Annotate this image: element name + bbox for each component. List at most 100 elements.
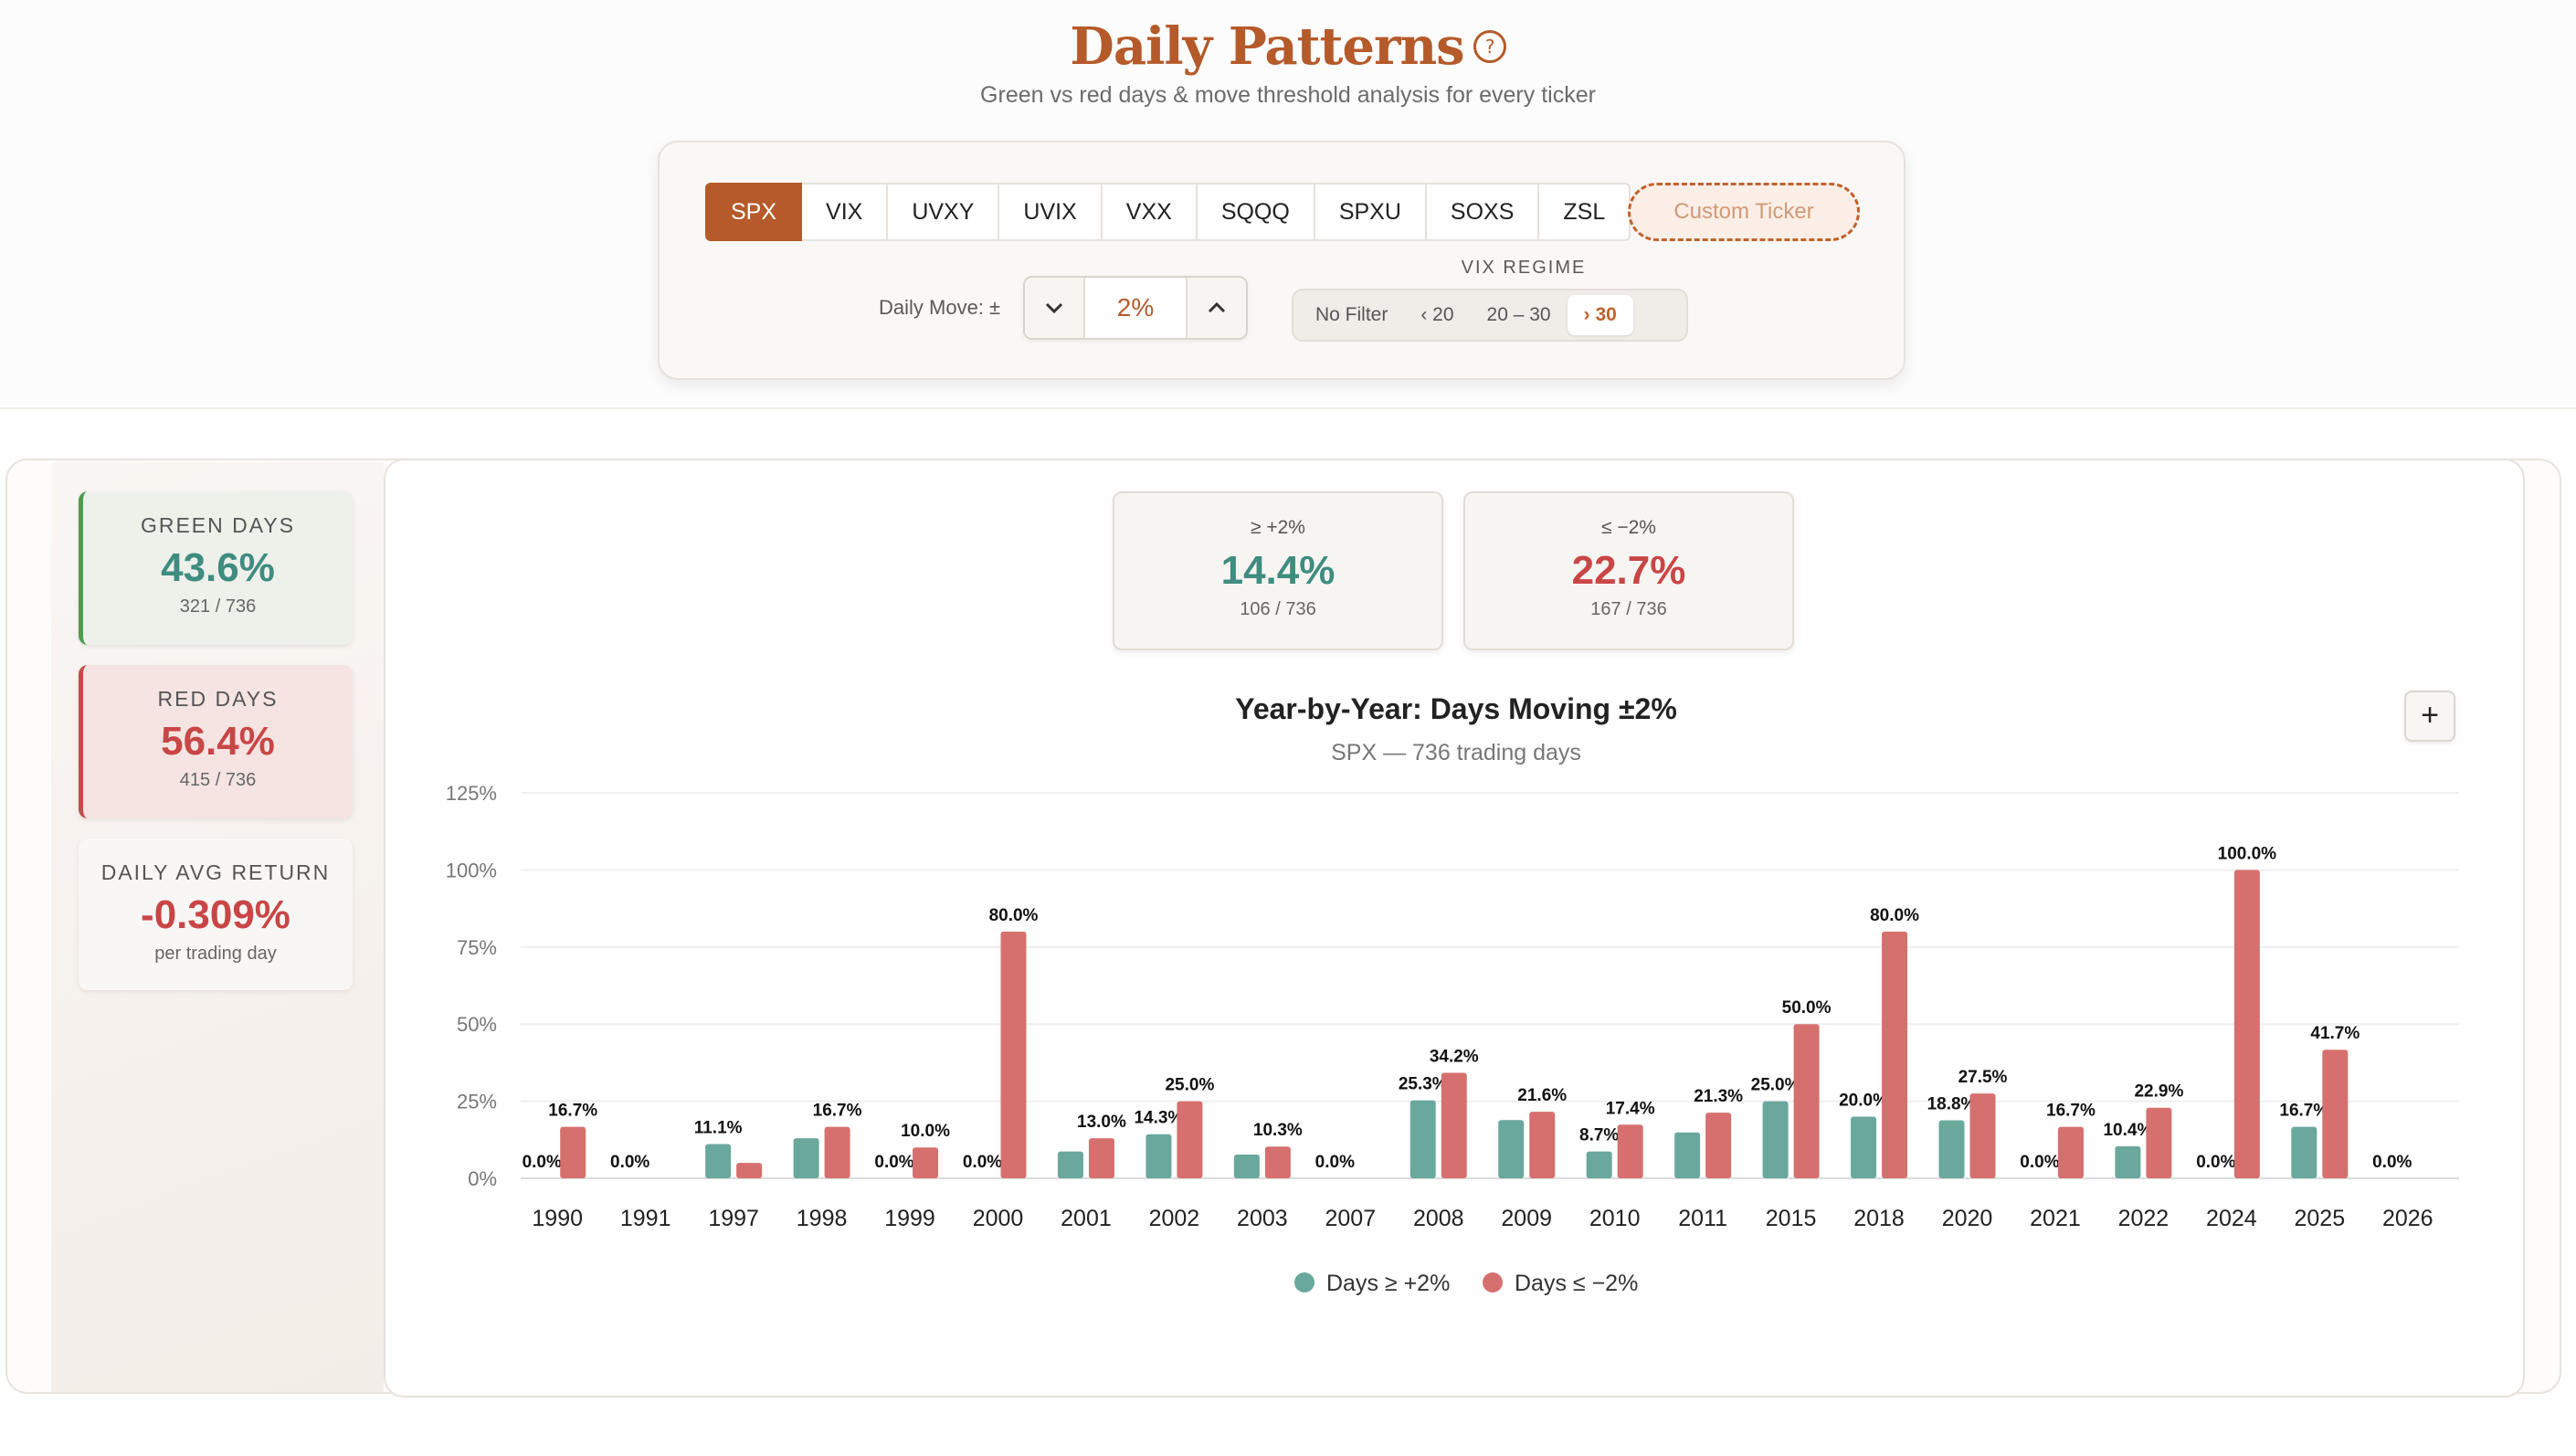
data-label: 16.7% [2046, 1102, 2096, 1121]
ticker-uvix[interactable]: UVIX [999, 183, 1103, 241]
down-threshold-label: ≤ −2% [1601, 517, 1656, 538]
ticker-zsl[interactable]: ZSL [1539, 183, 1631, 241]
bar-up [793, 1138, 819, 1178]
legend-label: Days ≥ +2% [1326, 1271, 1450, 1296]
down-threshold-card: ≤ −2% 22.7% 167 / 736 [1463, 491, 1794, 650]
daily-move-value[interactable]: 2% [1116, 293, 1155, 322]
main-panel: GREEN DAYS 43.6% 321 / 736 RED DAYS 56.4… [5, 459, 2561, 1398]
data-label: 20.0% [1839, 1091, 1888, 1110]
ticker-vxx[interactable]: VXX [1102, 183, 1198, 241]
bar-down [1793, 1024, 1820, 1178]
bar-down [1882, 931, 1908, 1178]
data-label: 10.0% [901, 1122, 950, 1141]
data-label: 80.0% [1870, 906, 1919, 925]
data-label: 25.0% [1165, 1076, 1214, 1095]
data-label: 10.3% [1253, 1121, 1303, 1140]
data-label: 16.7% [548, 1102, 597, 1121]
x-tick-label: 2010 [1589, 1206, 1641, 1231]
year-by-year-chart: 0% 25% 50% 75% 100% 125% 0.0% 16.7% 1990 0.0% 1991… [446, 782, 2459, 1296]
x-tick-label: 1990 [532, 1206, 583, 1231]
data-label: 50.0% [1782, 998, 1832, 1018]
down-threshold-count: 167 / 736 [1590, 599, 1667, 619]
bar-up [1674, 1132, 1701, 1178]
ticker-vix[interactable]: VIX [802, 183, 889, 241]
bar-down [1088, 1138, 1114, 1178]
up-threshold-value: 14.4% [1220, 548, 1336, 593]
legend-label: Days ≤ −2% [1515, 1271, 1638, 1296]
data-label: 17.4% [1606, 1099, 1655, 1118]
vix-option-0[interactable]: No Filter [1315, 304, 1388, 325]
data-label: 80.0% [989, 906, 1039, 925]
x-tick-label: 2007 [1325, 1206, 1377, 1231]
bar-down [736, 1163, 763, 1178]
question-circle-icon[interactable]: ? [1473, 30, 1506, 64]
x-tick-label: 2008 [1413, 1206, 1464, 1231]
up-threshold-count: 106 / 736 [1240, 599, 1316, 619]
ticker-spxu[interactable]: SPXU [1314, 183, 1427, 241]
bar-down [2146, 1107, 2172, 1178]
bar-up [1586, 1151, 1612, 1178]
ticker-selector: SPX VIX UVXY UVIX VXX SQQQ SPXU SOXS ZSL [705, 183, 1631, 241]
vix-option-1[interactable]: ‹ 20 [1420, 304, 1454, 325]
red-days-label: RED DAYS [157, 687, 279, 711]
y-tick-label: 25% [457, 1091, 497, 1113]
red-days-count: 415 / 736 [179, 770, 257, 790]
y-tick-label: 75% [457, 936, 497, 959]
bar-down [1000, 931, 1027, 1178]
legend-marker [1483, 1272, 1503, 1292]
data-label: 27.5% [1958, 1068, 2008, 1087]
bar-up [1409, 1100, 1436, 1178]
bar-down [1617, 1124, 1643, 1178]
x-tick-label: 2001 [1061, 1206, 1112, 1231]
ticker-soxs[interactable]: SOXS [1426, 183, 1540, 241]
x-tick-label: 2024 [2206, 1206, 2257, 1231]
data-label: 10.4% [2103, 1121, 2152, 1140]
x-tick-label: 2018 [1853, 1206, 1905, 1231]
data-label: 0.0% [523, 1153, 562, 1172]
vix-option-2[interactable]: 20 – 30 [1486, 304, 1551, 325]
increment-button[interactable] [1186, 278, 1246, 338]
x-tick-label: 1997 [708, 1206, 759, 1231]
chevron-up-icon [1208, 301, 1226, 313]
data-label: 21.3% [1694, 1087, 1743, 1106]
vix-option-3[interactable]: › 30 [1567, 295, 1633, 335]
x-tick-label: 2002 [1149, 1206, 1200, 1231]
up-threshold-card: ≥ +2% 14.4% 106 / 736 [1113, 491, 1443, 650]
ticker-uvxy[interactable]: UVXY [888, 183, 1000, 241]
data-label: 0.0% [2020, 1153, 2059, 1172]
data-label: 25.0% [1751, 1076, 1800, 1095]
ticker-sqqq[interactable]: SQQQ [1197, 183, 1315, 241]
y-tick-label: 0% [468, 1167, 497, 1190]
down-threshold-value: 22.7% [1571, 548, 1686, 593]
chevron-down-icon [1045, 302, 1063, 314]
data-label: 0.0% [874, 1153, 913, 1172]
x-tick-label: 2026 [2382, 1206, 2433, 1231]
y-tick-label: 125% [446, 782, 497, 805]
bar-up [1851, 1116, 1877, 1178]
legend-marker [1294, 1272, 1314, 1292]
x-tick-label: 2011 [1678, 1206, 1727, 1231]
data-label: 8.7% [1579, 1126, 1619, 1145]
expand-chart-button[interactable]: + [2404, 691, 2455, 742]
red-days-value: 56.4% [161, 719, 275, 764]
y-tick-label: 50% [457, 1013, 497, 1036]
custom-ticker-button[interactable]: Custom Ticker [1628, 183, 1860, 241]
bar-down [1264, 1146, 1291, 1178]
data-label: 14.3% [1134, 1109, 1183, 1128]
x-tick-label: 2021 [2030, 1206, 2081, 1231]
ticker-spx[interactable]: SPX [705, 183, 803, 241]
bar-up [1145, 1134, 1172, 1178]
bar-down [2057, 1126, 2084, 1178]
decrement-button[interactable] [1025, 278, 1085, 338]
x-tick-label: 2003 [1237, 1206, 1288, 1231]
daily-avg-return-label: DAILY AVG RETURN [100, 860, 331, 884]
x-tick-label: 2000 [973, 1206, 1024, 1231]
daily-avg-return-card: DAILY AVG RETURN -0.309% per trading day [79, 839, 353, 990]
data-label: 0.0% [963, 1153, 1002, 1172]
plus-icon: + [2421, 698, 2439, 733]
daily-avg-return-value: -0.309% [141, 892, 290, 937]
x-tick-label: 1999 [884, 1206, 935, 1231]
bar-down [2233, 870, 2260, 1178]
vix-regime-label: VIX REGIME [1461, 258, 1587, 278]
x-tick-label: 2020 [1942, 1206, 1993, 1231]
